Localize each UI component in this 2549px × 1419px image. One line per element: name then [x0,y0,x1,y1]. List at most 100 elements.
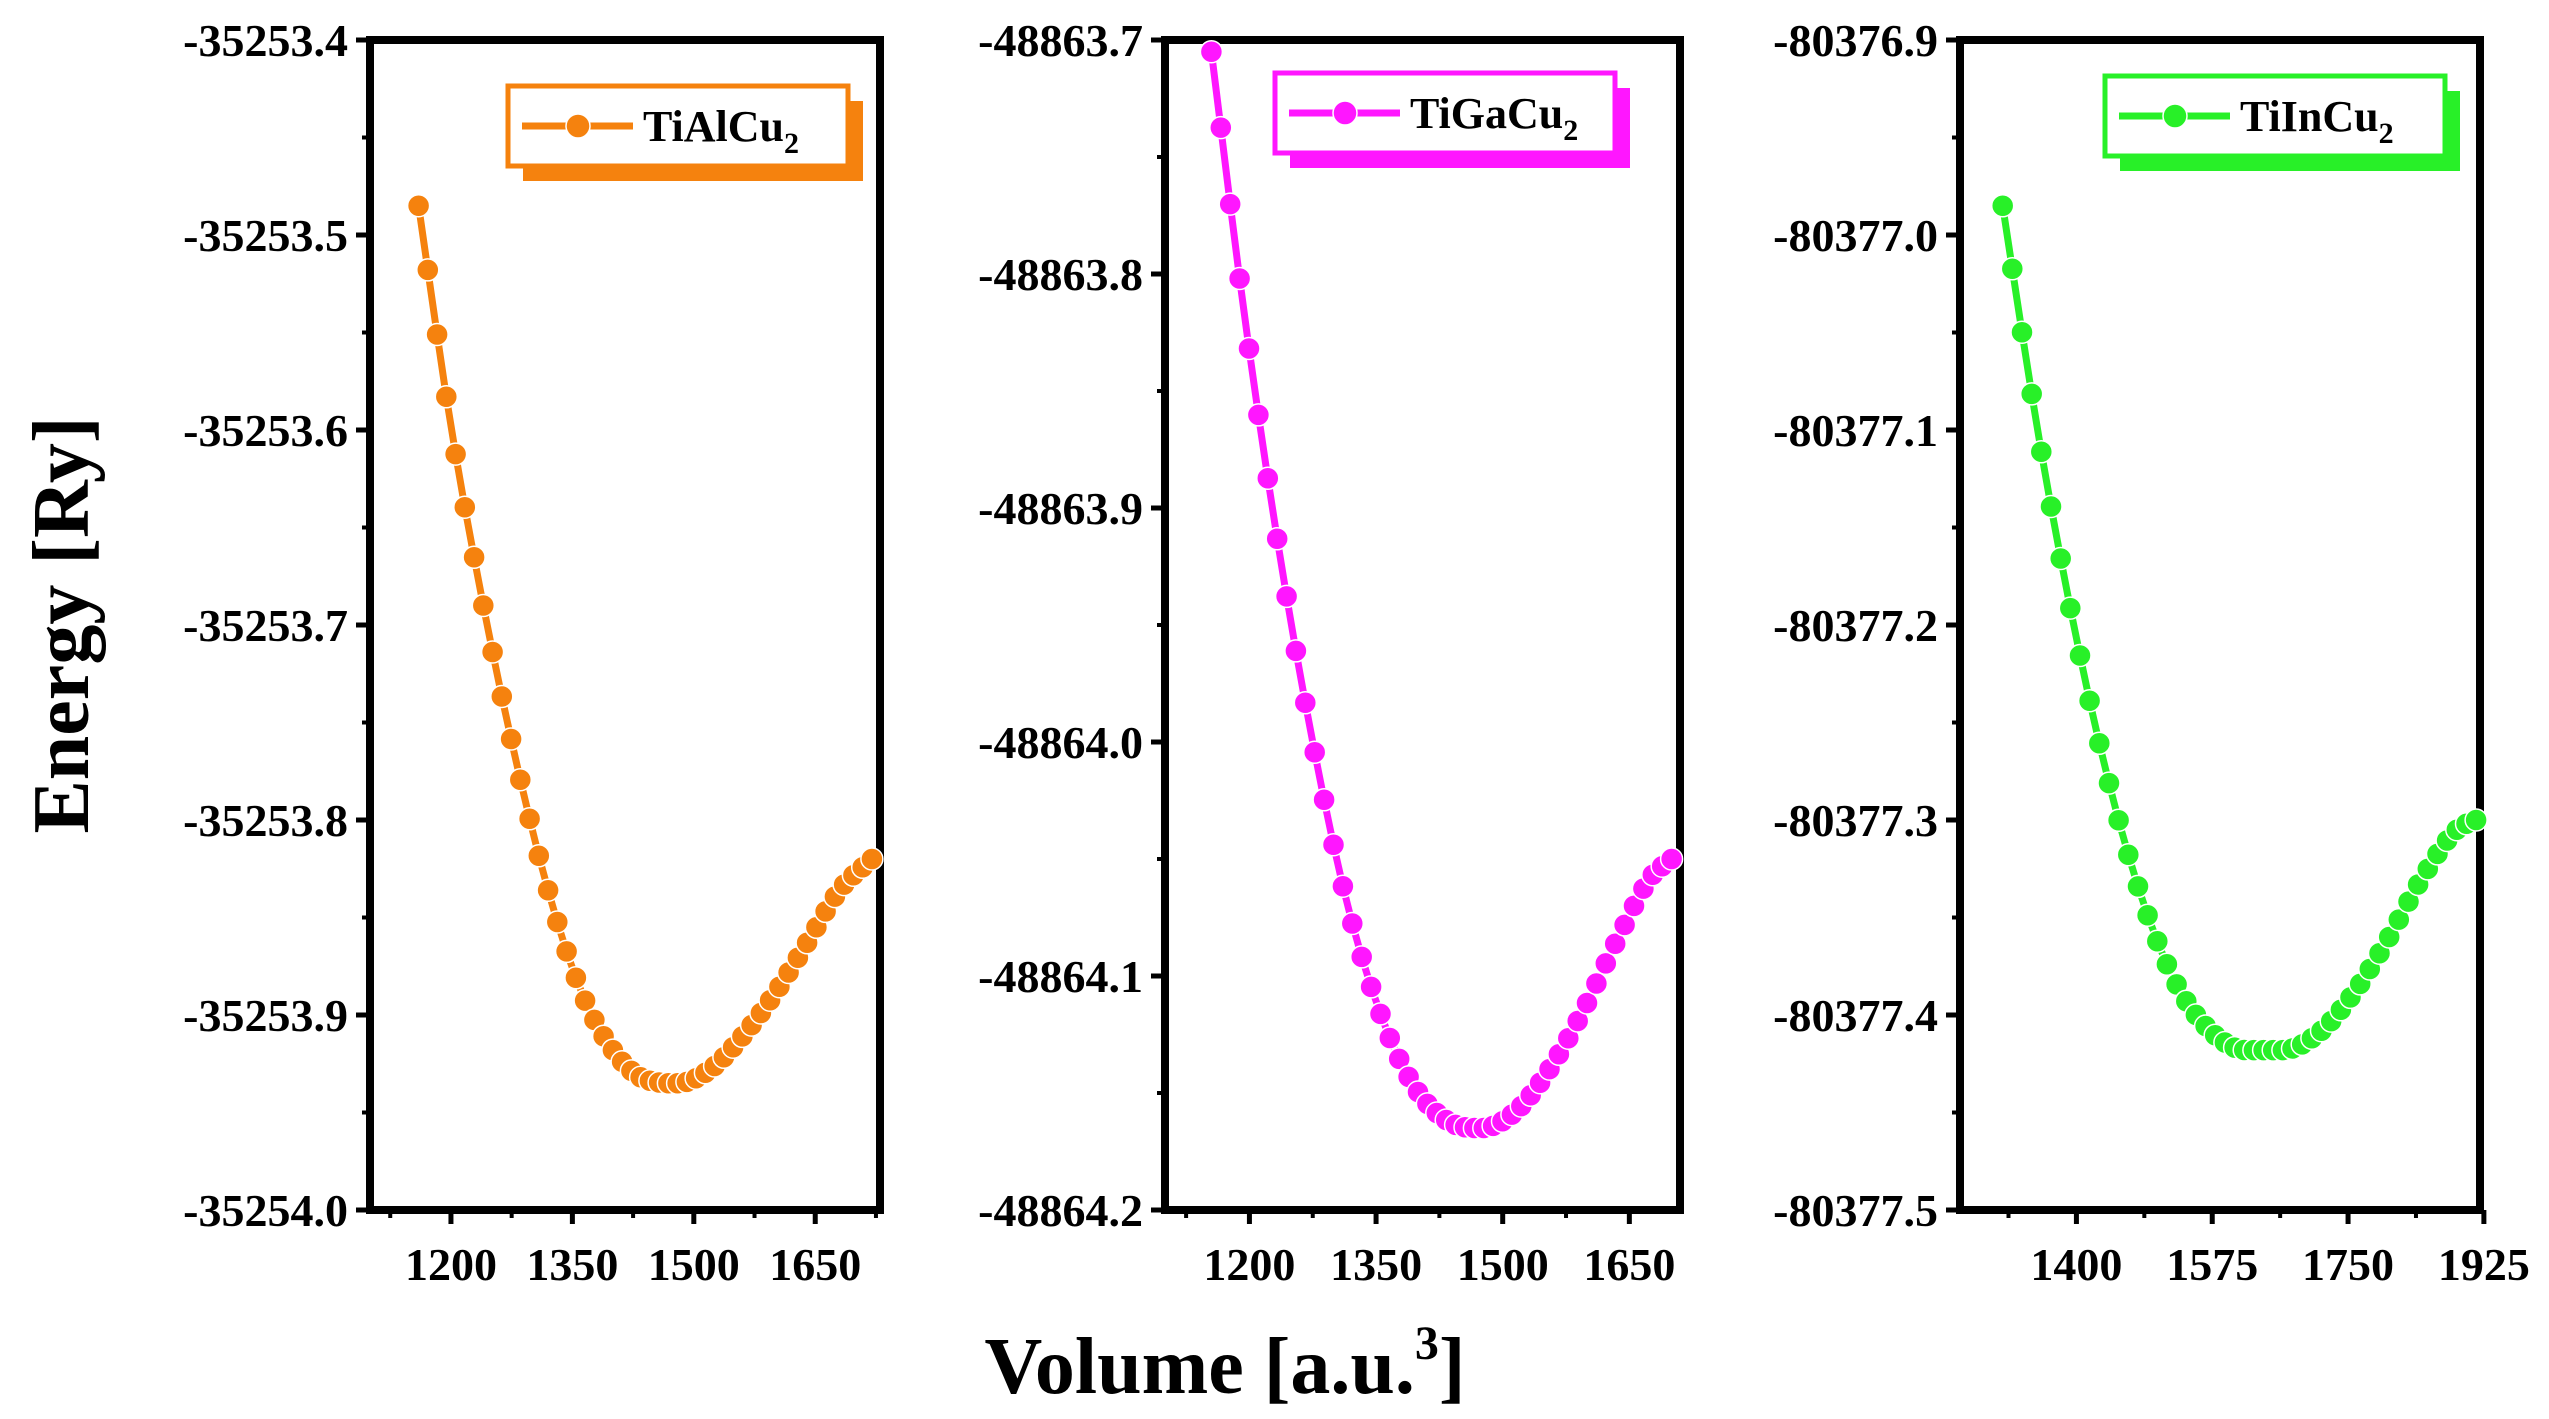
data-point [1378,1026,1402,1050]
legend-marker [1332,100,1358,126]
data-point [2019,382,2044,406]
y-tick-label: -35253.5 [183,210,348,261]
x-tick-label: 1750 [2302,1239,2394,1290]
data-point [434,385,459,409]
y-axis-title: Energy [Ry] [18,416,106,833]
y-tick-label: -80377.3 [1773,795,1938,846]
legend-label-main: TiGaCu [1410,89,1563,138]
x-axis-title-main: Volume [a.u. [984,1323,1414,1411]
data-point [2077,688,2102,713]
data-point [1321,832,1346,857]
data-point [1575,991,1599,1015]
data-point [1349,945,1374,969]
data-point [2464,808,2488,832]
data-point [1237,336,1261,361]
y-tick-label: -35253.7 [183,600,348,651]
data-point [1659,847,1684,871]
data-point [2029,440,2054,464]
data-point [1209,115,1233,140]
data-point [517,807,542,831]
data-point [443,442,468,466]
data-point [1302,740,1327,765]
y-tick-label: -35254.0 [183,1185,348,1236]
x-tick-label: 1500 [1457,1239,1549,1290]
data-point [2145,929,2170,953]
x-tick-label: 1925 [2438,1239,2530,1290]
plot-frame [1161,36,1684,1214]
y-tick-label: -35253.9 [183,990,348,1041]
data-point [1584,971,1609,996]
y-tick-label: -48864.1 [978,951,1143,1002]
data-point [2135,903,2160,927]
panel-tigacu2: -48863.7 -48863.8 -48863.9 -48864.0 -48864.1… [978,15,1684,1290]
data-point [462,545,486,570]
x-tick-label: 1200 [405,1239,497,1290]
data-point [1340,911,1365,936]
data-point [2010,320,2034,344]
data-point [860,847,884,871]
data-point [1594,951,1618,976]
data-point [527,844,551,868]
data-point [2068,643,2092,668]
legend-label-subscript: 2 [2379,117,2394,150]
data-point [1293,691,1318,715]
data-point [545,910,570,934]
legend-marker [565,113,591,139]
data-point [2155,952,2179,977]
data-point [2387,907,2411,932]
x-tick-label: 1650 [769,1239,861,1290]
data-point [1256,466,1280,491]
data-point [2106,808,2131,833]
legend: TiGaCu2 [1272,70,1630,168]
data-point [2058,596,2083,620]
y-tick-label: -48864.2 [978,1185,1143,1236]
panel-tialcu2: -35253.4 -35253.5 -35253.6 -35253.7 -35253.8… [183,15,884,1290]
x-tick-label: 1575 [2166,1239,2258,1290]
x-axis-title: Volume [a.u.3] [984,1317,1465,1411]
data-point [499,727,523,751]
data-point [2087,731,2112,756]
x-tick-label: 1200 [1203,1239,1295,1290]
legend-label: TiGaCu2 [1410,89,1578,147]
y-tick-label: -35253.8 [183,795,348,846]
data-point [2126,874,2150,899]
data-point [1612,913,1637,937]
y-tick-label: -80377.0 [1773,210,1938,261]
data-point [1359,975,1383,999]
y-tick-label: -35253.4 [183,15,348,66]
data-point [480,640,505,664]
data-point [1284,639,1308,663]
data-point [425,322,449,347]
data-point [1274,584,1299,609]
data-point [1227,266,1252,291]
data-point [1265,527,1289,551]
data-point [573,988,597,1013]
data-point [2000,257,2025,281]
data-point [1246,403,1271,427]
legend-label-main: TiAlCu [643,102,784,151]
data-point [490,684,514,709]
data-point [1199,39,1224,64]
y-tick-label: -48864.0 [978,717,1143,768]
legend: TiAlCu2 [505,83,863,181]
data-point [453,495,477,519]
y-tick-label: -80377.1 [1773,405,1938,456]
x-tick-label: 1400 [2030,1239,2122,1290]
y-tick-label: -80376.9 [1773,15,1938,66]
legend-label: TiInCu2 [2240,92,2394,150]
x-tick-label: 1500 [648,1239,740,1290]
data-point [554,939,579,964]
legend-label: TiAlCu2 [643,102,799,160]
y-tick-label: -48863.8 [978,249,1143,300]
x-axis-title-sup: 3 [1415,1317,1439,1370]
data-point [508,767,533,792]
y-tick-label: -48863.9 [978,483,1143,534]
data-point [471,593,496,618]
x-tick-label: 1350 [526,1239,618,1290]
legend: TiInCu2 [2102,73,2460,171]
plot-frame [366,36,884,1214]
y-tick-label: -80377.4 [1773,990,1938,1041]
legend-label-subscript: 2 [784,127,799,160]
data-point [416,258,440,282]
